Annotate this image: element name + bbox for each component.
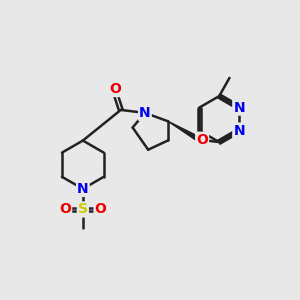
Text: N: N	[77, 182, 89, 196]
Text: O: O	[59, 202, 71, 217]
Text: O: O	[196, 133, 208, 147]
Text: S: S	[78, 202, 88, 217]
Polygon shape	[168, 121, 200, 141]
Text: N: N	[233, 124, 245, 138]
Text: O: O	[94, 202, 106, 217]
Text: N: N	[139, 106, 151, 120]
Text: N: N	[233, 100, 245, 115]
Text: O: O	[110, 82, 122, 96]
